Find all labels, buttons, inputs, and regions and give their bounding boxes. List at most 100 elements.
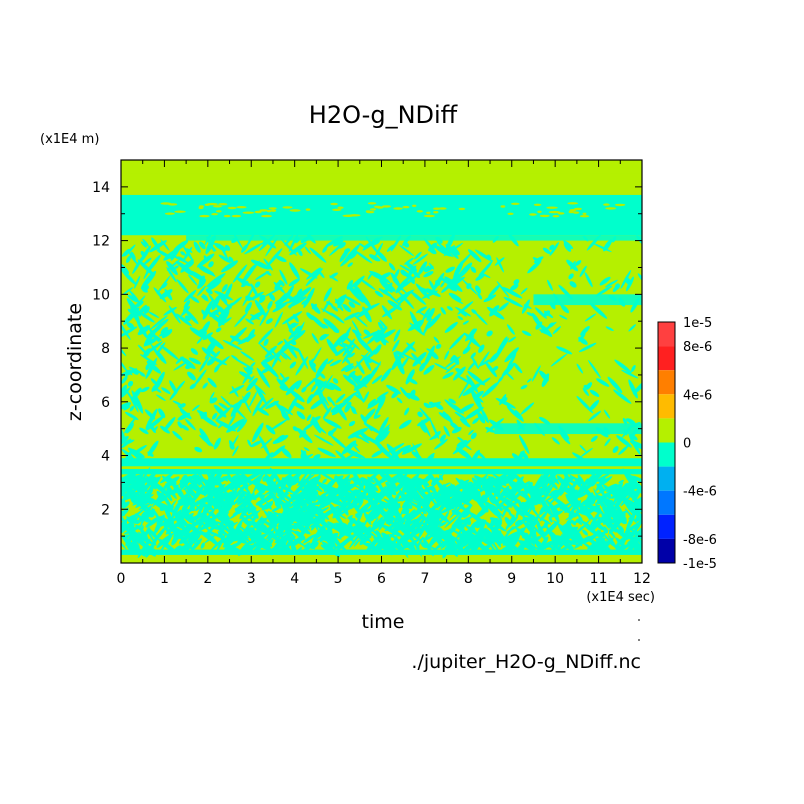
heatmap-streak	[232, 264, 248, 283]
heatmap-streak	[310, 303, 321, 314]
heatmap-streak	[527, 259, 542, 274]
heatmap-streak	[466, 484, 481, 495]
heatmap-streak	[343, 244, 361, 263]
heatmap-streak	[194, 446, 203, 453]
heatmap-streak	[477, 293, 483, 300]
heatmap-streak	[456, 252, 472, 270]
heatmap-streak	[185, 261, 195, 268]
heatmap-streak	[444, 513, 460, 528]
heatmap-streak	[170, 254, 191, 265]
heatmap-streak	[367, 397, 384, 409]
heatmap-streak	[348, 301, 356, 308]
heatmap-streak	[451, 495, 464, 516]
heatmap-streak	[468, 429, 474, 436]
heatmap-streak	[377, 329, 387, 346]
heatmap-streak	[412, 253, 429, 265]
heatmap-streak	[424, 265, 434, 273]
heatmap-streak	[433, 438, 448, 450]
heatmap-streak	[298, 545, 314, 554]
heatmap-streak	[327, 521, 341, 532]
heatmap-streak	[634, 509, 642, 523]
heatmap-plot-area	[121, 160, 642, 563]
heatmap-streak	[533, 496, 547, 506]
heatmap-streak	[274, 311, 283, 328]
heatmap-streak	[556, 346, 573, 355]
heatmap-streak	[322, 323, 329, 329]
heatmap-streak	[428, 248, 437, 255]
heatmap-streak	[409, 322, 421, 331]
heatmap-streak	[188, 357, 202, 365]
heatmap-streak	[292, 426, 299, 432]
heatmap-streak	[419, 407, 433, 423]
heatmap-streak	[470, 389, 483, 411]
heatmap-streak	[121, 482, 129, 492]
heatmap-streak	[605, 483, 623, 492]
heatmap-streak	[259, 542, 267, 550]
heatmap-streak	[347, 262, 353, 267]
heatmap-streak	[421, 419, 431, 437]
heatmap-streak	[332, 333, 347, 349]
heatmap-streak	[352, 500, 361, 514]
heatmap-streak	[613, 389, 632, 404]
heatmap-streak	[395, 351, 405, 359]
heatmap-streak	[268, 488, 282, 509]
heatmap-streak	[429, 546, 441, 553]
heatmap-streak	[291, 536, 302, 548]
heatmap-streak	[402, 484, 408, 492]
heatmap-streak	[337, 242, 346, 249]
heatmap-streak	[368, 254, 381, 262]
heatmap-streak	[562, 486, 581, 498]
heatmap-streak	[484, 527, 497, 543]
heatmap-streak	[470, 432, 477, 440]
heatmap-streak	[579, 265, 587, 278]
heatmap-streak	[267, 538, 274, 548]
heatmap-streak	[179, 508, 192, 516]
heatmap-streak	[208, 261, 214, 268]
heatmap-streak	[323, 287, 332, 302]
heatmap-streak	[352, 470, 364, 490]
y-tick-label: 10	[92, 287, 110, 303]
heatmap-speck	[282, 206, 293, 209]
heatmap-speck	[433, 211, 439, 214]
colorbar-labels: 1e-5 8e-6 4e-6 0 -4e-6 -8e-6 -1e-5	[683, 316, 717, 572]
heatmap-streak	[121, 358, 128, 373]
heatmap-streak	[187, 371, 196, 381]
heatmap-streak	[614, 359, 632, 374]
heatmap-streak	[245, 318, 255, 325]
heatmap-streak	[320, 544, 330, 551]
heatmap-streak	[276, 536, 284, 550]
heatmap-streak	[156, 515, 163, 525]
x-tick-label: 8	[464, 571, 473, 587]
heatmap-streak	[217, 521, 231, 536]
heatmap-streak	[474, 249, 493, 262]
y-unit-label: (x1E4 m)	[40, 132, 99, 147]
heatmap-streak	[592, 242, 612, 253]
heatmap-speck	[174, 210, 186, 213]
heatmap-streak	[297, 546, 303, 552]
heatmap-streak	[625, 510, 637, 531]
heatmap-streak	[146, 415, 165, 431]
heatmap-streak	[285, 477, 291, 489]
heatmap-streak	[382, 305, 400, 318]
heatmap-streak	[169, 386, 180, 401]
heatmap-streak	[362, 330, 380, 339]
heatmap-streak	[597, 476, 613, 488]
heatmap-streak	[410, 501, 428, 515]
heatmap-streak	[581, 499, 591, 506]
heatmap-streak	[362, 542, 372, 548]
heatmap-streak	[299, 268, 318, 279]
heatmap-streak	[517, 540, 527, 551]
heatmap-streak	[228, 483, 236, 494]
x-tick-label: 9	[507, 571, 516, 587]
heatmap-streak	[338, 532, 345, 539]
heatmap-streak	[161, 282, 168, 289]
colorbar-swatch	[658, 442, 675, 467]
colorbar-swatch	[658, 418, 675, 443]
heatmap-streak	[568, 273, 574, 280]
heatmap-streak	[296, 288, 303, 298]
heatmap-streak	[590, 435, 598, 442]
heatmap-streak	[550, 353, 568, 367]
colorbar-tick-label: 4e-6	[683, 388, 712, 403]
heatmap-streak	[287, 509, 298, 521]
heatmap-streak	[390, 272, 401, 287]
